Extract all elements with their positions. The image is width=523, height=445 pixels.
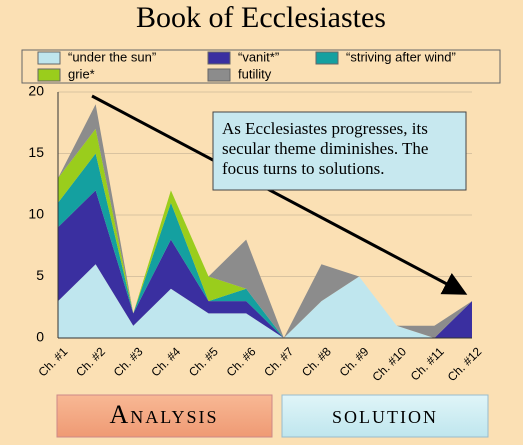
x-tick-label: Ch. #3	[111, 344, 146, 379]
area	[58, 104, 472, 338]
trend-arrow	[91, 94, 468, 295]
legend-swatch	[37, 68, 61, 82]
y-tick-label: 0	[36, 329, 44, 345]
legend-swatch	[315, 51, 339, 65]
area	[58, 153, 472, 338]
solution-button[interactable]	[281, 394, 489, 438]
annotation: As Ecclesiastes progresses, its secular t…	[222, 119, 428, 178]
legend-label: “striving after wind”	[346, 49, 456, 64]
analysis-button[interactable]	[56, 394, 273, 438]
legend-box	[21, 49, 501, 84]
x-tick-label: Ch. #1	[35, 344, 70, 379]
x-tick-label: Ch. #7	[261, 344, 296, 379]
solution-label[interactable]: solution	[332, 400, 438, 429]
area	[58, 128, 472, 338]
legend-swatch	[207, 51, 231, 65]
y-tick-label: 10	[28, 206, 44, 222]
x-tick-label: Ch. #6	[224, 344, 259, 379]
x-tick-label: Ch. #8	[299, 344, 334, 379]
x-tick-label: Ch. #2	[73, 344, 108, 379]
y-tick-label: 15	[28, 144, 44, 160]
area	[58, 190, 472, 338]
x-tick-label: Ch. #10	[369, 344, 409, 384]
annotation-box	[212, 111, 467, 191]
x-tick-label: Ch. #5	[186, 344, 221, 379]
legend-label: grie*	[68, 66, 95, 81]
legend-label: “vanit*”	[238, 49, 279, 64]
x-tick-label: Ch. #4	[148, 344, 183, 379]
y-tick-label: 20	[28, 83, 44, 99]
x-tick-label: Ch. #9	[337, 344, 372, 379]
area	[58, 264, 472, 338]
x-tick-label: Ch. #12	[445, 344, 485, 384]
legend-label: futility	[238, 66, 272, 81]
legend-swatch	[37, 51, 61, 65]
legend-label: “under the sun”	[68, 49, 156, 64]
x-tick-label: Ch. #11	[408, 344, 447, 383]
y-tick-label: 5	[36, 267, 44, 283]
analysis-label[interactable]: Analysis	[110, 400, 219, 429]
chart-title: Book of Ecclesiastes	[136, 1, 386, 34]
legend-swatch	[207, 68, 231, 82]
